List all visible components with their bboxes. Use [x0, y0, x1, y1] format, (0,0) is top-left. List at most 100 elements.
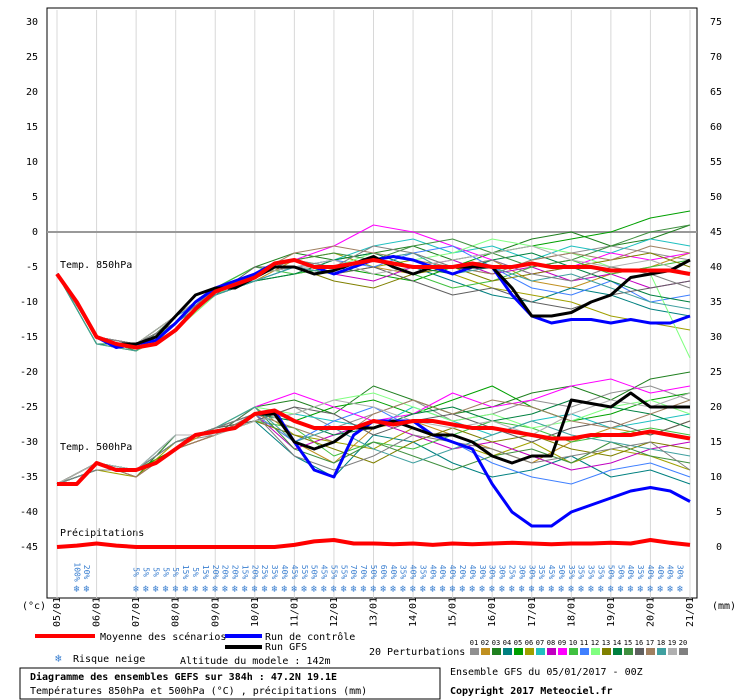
snow-label: 35%: [587, 565, 596, 580]
snow-label: 5%: [132, 567, 141, 577]
x-tick-label: 16/01: [487, 597, 498, 627]
y-tick-label: -20: [20, 367, 38, 378]
y-tick-label: -5: [26, 262, 38, 273]
snow-label: 40%: [646, 565, 655, 580]
x-tick-label: 19/01: [606, 597, 617, 627]
perturbation-swatch: [536, 648, 545, 655]
snow-label: 40%: [280, 565, 289, 580]
snow-icon: ❄: [677, 584, 684, 595]
snow-label: 15%: [181, 565, 190, 580]
legend-label: Risque neige: [73, 654, 145, 665]
altitude: Altitude du modele : 142m: [180, 656, 331, 667]
perturbation-number: 02: [481, 639, 489, 647]
y-tick-label: -40: [20, 507, 38, 518]
y-tick-label: -10: [20, 297, 38, 308]
snow-icon: ❄: [252, 584, 259, 595]
perturbation-number: 12: [591, 639, 599, 647]
perturbation-number: 10: [569, 639, 577, 647]
snow-icon: ❄: [84, 584, 91, 595]
y2-tick-label: 60: [710, 122, 722, 133]
snow-icon: ❄: [647, 584, 654, 595]
snow-label: 20%: [458, 565, 467, 580]
perturbation-number: 05: [514, 639, 522, 647]
snow-icon: ❄: [183, 584, 190, 595]
snow-label: 40%: [409, 565, 418, 580]
snow-icon: ❄: [469, 584, 476, 595]
snow-icon: ❄: [558, 584, 565, 595]
snow-icon: ❄: [143, 584, 150, 595]
perturbation-number: 04: [503, 639, 511, 647]
snow-label: 40%: [468, 565, 477, 580]
snow-label: 70%: [359, 565, 368, 580]
snow-label: 50%: [369, 565, 378, 580]
snow-icon: ❄: [380, 584, 387, 595]
x-tick-label: 08/01: [171, 597, 182, 627]
snow-icon: ❄: [618, 584, 625, 595]
snow-label: 40%: [656, 565, 665, 580]
perturbation-number: 08: [547, 639, 555, 647]
perturbation-number: 03: [492, 639, 500, 647]
snow-icon: ❄: [420, 584, 427, 595]
snow-label: 20%: [211, 565, 220, 580]
snow-icon: ❄: [133, 584, 140, 595]
snow-label: 100%: [72, 562, 81, 581]
y2-tick-label: 0: [716, 542, 722, 553]
perturbation-number: 13: [602, 639, 610, 647]
snow-label: 45%: [547, 565, 556, 580]
snow-icon: ❄: [529, 584, 536, 595]
y-tick-label: -30: [20, 437, 38, 448]
snow-icon: ❄: [242, 584, 249, 595]
y-tick-label: -25: [20, 402, 38, 413]
perturbation-swatch: [492, 648, 501, 655]
y2-tick-label: 15: [710, 437, 722, 448]
annotation: Précipitations: [60, 527, 144, 539]
x-tick-label: 09/01: [210, 597, 221, 627]
x-tick-label: 10/01: [250, 597, 261, 627]
snow-icon: ❄: [232, 584, 239, 595]
snow-icon: ❄: [351, 584, 358, 595]
perturbation-swatch: [547, 648, 556, 655]
perturbation-number: 06: [525, 639, 533, 647]
snow-icon: ❄: [460, 584, 467, 595]
snow-label: 5%: [171, 567, 180, 577]
perturbation-number: 07: [536, 639, 544, 647]
perturbation-number: 11: [580, 639, 588, 647]
snow-icon: ❄: [667, 584, 674, 595]
perturbation-swatch: [668, 648, 677, 655]
snow-icon: ❄: [311, 584, 318, 595]
perturbation-number: 19: [668, 639, 676, 647]
series-line: [55, 258, 691, 350]
y2-tick-label: 5: [716, 507, 722, 518]
snow-label: 40%: [389, 565, 398, 580]
x-tick-label: 12/01: [329, 597, 340, 627]
y-tick-label: 10: [26, 157, 38, 168]
y2-tick-label: 30: [710, 332, 722, 343]
perturbation-number: 20: [679, 639, 687, 647]
snow-icon: ❄: [222, 584, 229, 595]
snow-label: 55%: [300, 565, 309, 580]
snow-icon: ❄: [301, 584, 308, 595]
x-tick-label: 07/01: [131, 597, 142, 627]
snow-icon: ❄: [489, 584, 496, 595]
snow-icon: ❄: [628, 584, 635, 595]
snow-label: 35%: [399, 565, 408, 580]
snow-label: 20%: [231, 565, 240, 580]
snow-label: 25%: [260, 565, 269, 580]
snow-label: 55%: [329, 565, 338, 580]
snow-label: 5%: [191, 567, 200, 577]
snow-icon: ❄: [331, 584, 338, 595]
perturbation-swatch: [470, 648, 479, 655]
series-line: [57, 408, 691, 486]
y2-tick-label: 65: [710, 87, 722, 98]
y-tick-label: 25: [26, 52, 38, 63]
plot-frame: [46, 7, 698, 599]
y-tick-label: 0: [32, 227, 38, 238]
snow-icon: ❄: [598, 584, 605, 595]
snow-icon: ❄: [588, 584, 595, 595]
snow-label: 50%: [310, 565, 319, 580]
snow-icon: ❄: [173, 584, 180, 595]
y2-tick-label: 70: [710, 52, 722, 63]
y-axis-label: (°c): [22, 601, 46, 612]
legend-label: Moyenne des scénarios: [100, 631, 226, 643]
